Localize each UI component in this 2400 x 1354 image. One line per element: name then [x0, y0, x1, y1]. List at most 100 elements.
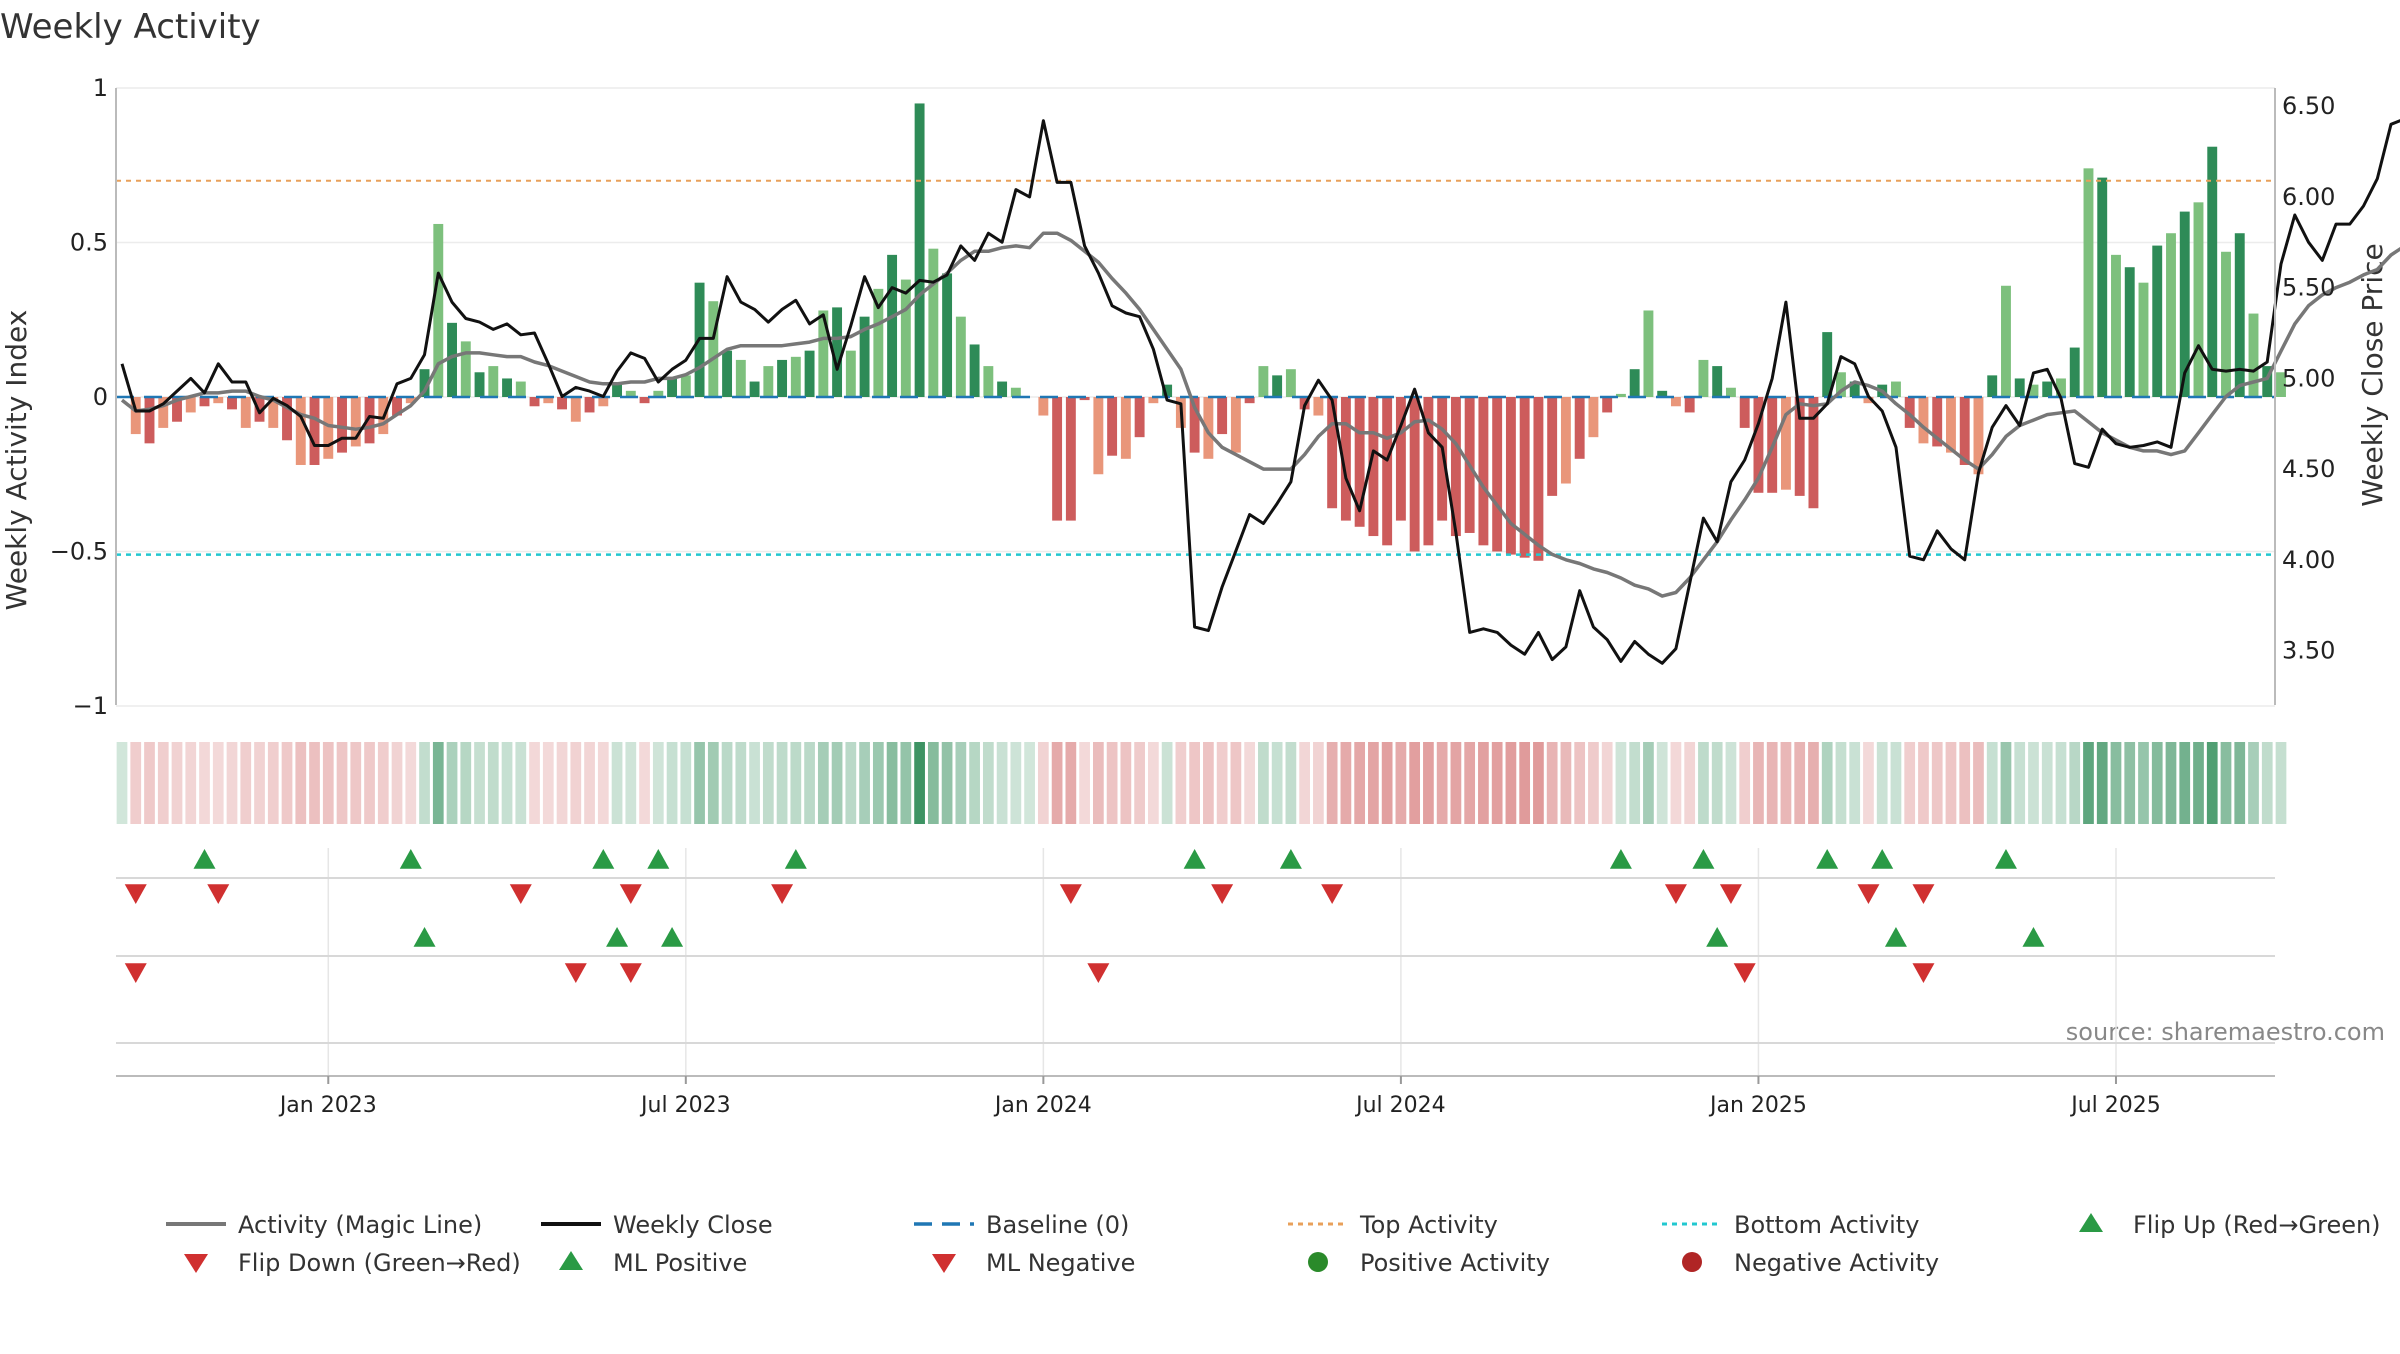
- strip-cell: [1258, 742, 1269, 824]
- strip-cell: [1051, 742, 1063, 824]
- activity-bar: [983, 366, 994, 397]
- activity-bar: [1437, 397, 1448, 521]
- activity-bar: [1849, 381, 1860, 397]
- strip-cell: [2069, 742, 2081, 824]
- strip-cell: [969, 742, 980, 824]
- strip-cell: [432, 742, 444, 824]
- activity-bar: [735, 359, 746, 397]
- right-tick-label: 5.00: [2282, 364, 2335, 392]
- strip-cell: [804, 742, 815, 824]
- activity-bar: [859, 316, 870, 397]
- y-axis-right-label: Weekly Close Price: [2356, 243, 2389, 506]
- activity-bar: [199, 397, 210, 407]
- strip-cell: [2000, 742, 2012, 824]
- flip-up-marker: [1692, 849, 1715, 869]
- strip-cell: [1148, 742, 1159, 824]
- activity-bar: [1973, 397, 1984, 475]
- strip-cell: [1230, 742, 1242, 824]
- strip-cell: [1794, 742, 1806, 824]
- legend-label: Baseline (0): [986, 1211, 1129, 1239]
- flip-up-marker: [1816, 849, 1839, 869]
- activity-bar: [447, 322, 457, 397]
- strip-cell: [1395, 742, 1407, 824]
- flip-up-marker: [784, 849, 807, 869]
- strip-cell: [2055, 742, 2067, 824]
- strip-cell: [1766, 742, 1778, 824]
- activity-bar: [1560, 397, 1571, 484]
- activity-bar: [268, 397, 279, 428]
- strip-cell: [1037, 742, 1049, 824]
- strip-cell: [1423, 742, 1434, 824]
- activity-bar: [1725, 387, 1736, 397]
- activity-bar: [1065, 397, 1076, 521]
- strip-cell: [199, 742, 210, 824]
- strip-cell: [817, 742, 829, 824]
- strip-cell: [1684, 742, 1696, 824]
- flip-up-marker: [647, 849, 670, 869]
- activity-bar: [1684, 397, 1695, 413]
- activity-bar: [1519, 397, 1530, 558]
- activity-bar: [1038, 397, 1049, 416]
- right-tick-label: 3.50: [2282, 637, 2335, 665]
- strip-cell: [322, 742, 334, 824]
- strip-cell: [1368, 742, 1379, 824]
- strip-cell: [955, 742, 967, 824]
- activity-bar: [1244, 397, 1255, 404]
- activity-bar: [1932, 397, 1943, 447]
- activity-bar: [667, 378, 678, 397]
- activity-bar: [405, 397, 416, 404]
- activity-bar: [1162, 384, 1173, 397]
- strip-cell: [776, 742, 788, 824]
- strip-cell: [1739, 742, 1751, 824]
- flip-up-marker: [1871, 849, 1894, 869]
- strip-cell: [281, 742, 293, 824]
- activity-bar: [1946, 397, 1956, 453]
- strip-cell: [652, 742, 664, 824]
- legend-label: ML Negative: [986, 1249, 1135, 1277]
- strip-cell: [405, 742, 417, 824]
- legend-swatch: [1308, 1252, 1328, 1272]
- strip-cell: [171, 742, 183, 824]
- activity-bar: [955, 316, 966, 397]
- activity-bar: [309, 397, 320, 465]
- activity-bar: [323, 397, 334, 459]
- right-tick-label: 4.00: [2282, 546, 2335, 574]
- activity-bar: [845, 350, 856, 397]
- strip-cell: [1588, 742, 1599, 824]
- activity-bar: [1395, 397, 1406, 521]
- activity-bar: [2083, 168, 2094, 397]
- activity-bar: [625, 390, 636, 397]
- activity-bar: [1505, 397, 1516, 555]
- strip-cell: [2138, 742, 2149, 824]
- activity-bar: [1918, 397, 1929, 444]
- legend-label: Positive Activity: [1360, 1249, 1550, 1277]
- activity-bar: [1822, 332, 1833, 397]
- flip-up-marker: [1279, 849, 1302, 869]
- strip-cell: [762, 742, 774, 824]
- strip-cell: [1271, 742, 1283, 824]
- strip-cell: [639, 742, 650, 824]
- strip-cell: [1065, 742, 1077, 824]
- activity-bar: [1052, 397, 1063, 521]
- activity-bar: [2234, 233, 2245, 397]
- strip-cell: [295, 742, 307, 824]
- x-tick-label: Jan 2024: [993, 1093, 1092, 1118]
- activity-bar: [282, 397, 292, 441]
- legend-swatch: [559, 1251, 583, 1270]
- strip-cell: [144, 742, 155, 824]
- strip-cell: [501, 742, 513, 824]
- strip-cell: [1753, 742, 1764, 824]
- strip-cell: [2083, 742, 2094, 824]
- activity-bar: [1203, 397, 1214, 459]
- activity-bar: [474, 372, 485, 397]
- activity-bar: [612, 384, 623, 397]
- activity-bar: [1698, 359, 1709, 397]
- strip-cell: [1533, 742, 1544, 824]
- ml-positive-marker: [661, 927, 684, 947]
- strip-cell: [391, 742, 403, 824]
- strip-cell: [1725, 742, 1737, 824]
- strip-cell: [1313, 742, 1324, 824]
- x-tick-label: Jul 2025: [2069, 1093, 2161, 1118]
- ml-positive-marker: [1884, 927, 1907, 947]
